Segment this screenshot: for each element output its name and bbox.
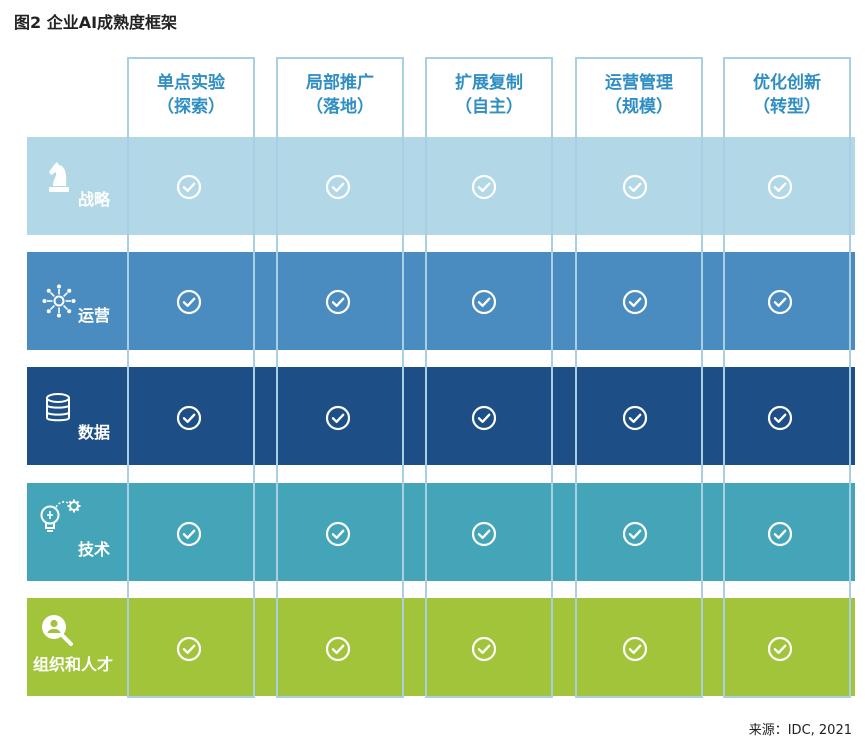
row-band-0	[27, 137, 855, 235]
column-frame	[425, 57, 553, 698]
row-label: 组织和人才	[33, 655, 114, 674]
column-frame	[276, 57, 404, 698]
row-label: 技术	[78, 540, 111, 559]
column-header-sub: （探索）	[157, 96, 225, 117]
column-header: 运营管理 （规模）	[575, 57, 703, 132]
column-header-sub: （规模）	[605, 96, 673, 117]
check-circle-icon	[325, 289, 351, 315]
row-label: 运营	[78, 306, 111, 325]
figure-title: 图2 企业AI成熟度框架	[14, 13, 178, 32]
check-circle-icon	[176, 405, 202, 431]
check-circle-icon	[622, 636, 648, 662]
column-header: 优化创新 （转型）	[723, 57, 851, 132]
check-circle-icon	[325, 521, 351, 547]
check-circle-icon	[622, 521, 648, 547]
row-label: 战略	[78, 190, 111, 209]
row-band-2	[27, 367, 855, 465]
column-frame	[723, 57, 851, 698]
row-band-1	[27, 252, 855, 350]
person-search-icon	[40, 613, 74, 651]
column-header-sub: （自主）	[455, 96, 523, 117]
lightbulb-gear-icon	[38, 497, 84, 543]
column-frame	[127, 57, 255, 698]
check-circle-icon	[176, 174, 202, 200]
check-circle-icon	[471, 636, 497, 662]
column-header-sub: （转型）	[753, 96, 821, 117]
source-note: 来源：IDC, 2021	[748, 723, 852, 738]
chess-knight-icon	[44, 160, 74, 198]
column-header-name: 运营管理	[605, 72, 673, 93]
column-header: 扩展复制 （自主）	[425, 57, 553, 132]
column-header-name: 扩展复制	[455, 72, 523, 93]
row-band-3	[27, 483, 855, 581]
row-label: 数据	[78, 423, 111, 442]
check-circle-icon	[176, 521, 202, 547]
check-circle-icon	[325, 636, 351, 662]
column-header-name: 优化创新	[753, 72, 821, 93]
database-icon	[44, 393, 72, 427]
check-circle-icon	[176, 636, 202, 662]
check-circle-icon	[471, 289, 497, 315]
check-circle-icon	[767, 289, 793, 315]
check-circle-icon	[622, 289, 648, 315]
check-circle-icon	[767, 174, 793, 200]
column-header-sub: （落地）	[306, 96, 374, 117]
column-header: 局部推广 （落地）	[276, 57, 404, 132]
check-circle-icon	[325, 405, 351, 431]
check-circle-icon	[471, 521, 497, 547]
column-frame	[575, 57, 703, 698]
network-hub-icon	[42, 284, 76, 322]
column-header: 单点实验 （探索）	[127, 57, 255, 132]
check-circle-icon	[622, 405, 648, 431]
check-circle-icon	[767, 636, 793, 662]
column-header-name: 单点实验	[157, 72, 225, 93]
check-circle-icon	[325, 174, 351, 200]
check-circle-icon	[767, 405, 793, 431]
column-header-name: 局部推广	[306, 72, 374, 93]
check-circle-icon	[471, 174, 497, 200]
check-circle-icon	[176, 289, 202, 315]
row-band-4	[27, 598, 855, 696]
check-circle-icon	[767, 521, 793, 547]
check-circle-icon	[622, 174, 648, 200]
check-circle-icon	[471, 405, 497, 431]
